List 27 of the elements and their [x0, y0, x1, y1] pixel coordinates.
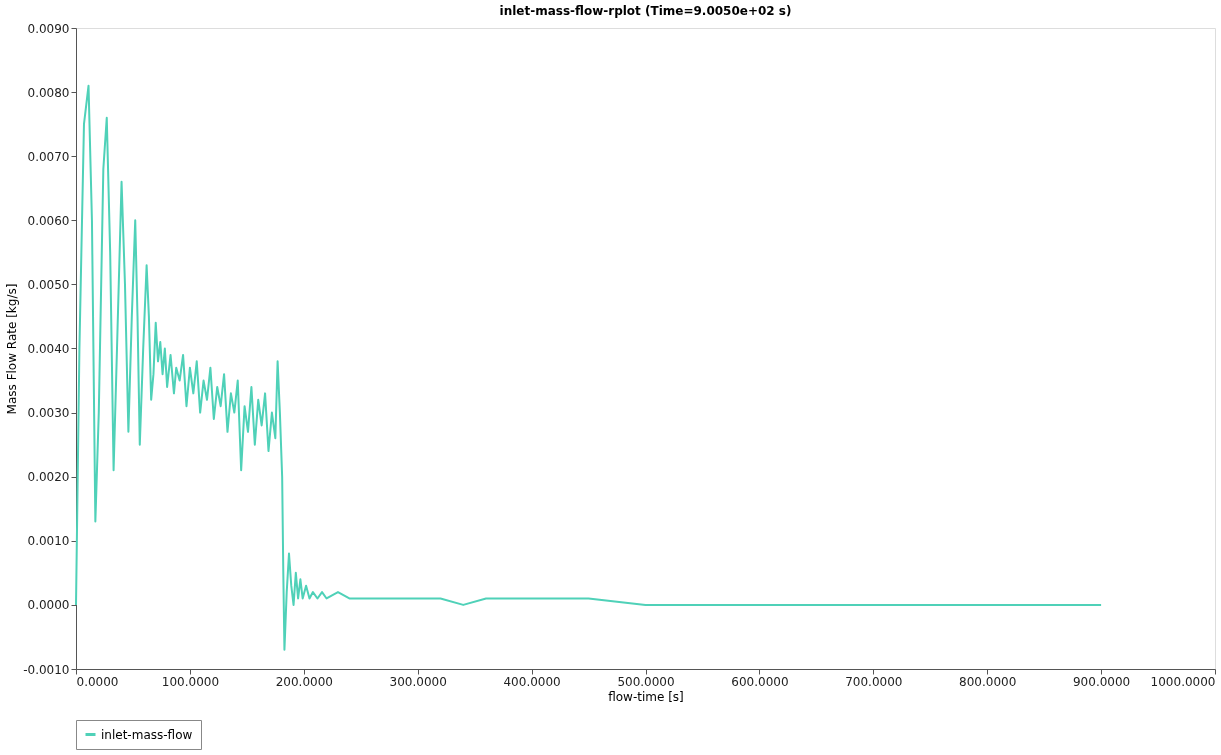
x-tick-label: 100.0000 — [161, 674, 220, 689]
x-tick-label: 0.0000 — [76, 674, 119, 689]
x-tick-label: 200.0000 — [275, 674, 333, 689]
x-tick-label: 1000.0000 — [1150, 674, 1216, 689]
y-tick-label: 0.0080 — [27, 85, 70, 100]
legend-label: inlet-mass-flow — [101, 727, 193, 742]
x-axis-title: flow-time [s] — [608, 689, 684, 704]
x-tick-label: 700.0000 — [845, 674, 903, 689]
y-tick-label: 0.0090 — [27, 21, 70, 36]
y-tick-label: 0.0030 — [27, 406, 70, 421]
y-tick-label: 0.0050 — [27, 277, 70, 292]
y-tick-label: 0.0060 — [27, 213, 70, 228]
y-tick-label: 0.0010 — [27, 534, 70, 549]
chart-title: inlet-mass-flow-rplot (Time=9.0050e+02 s) — [499, 4, 792, 18]
y-tick-label: 0.0000 — [27, 598, 70, 613]
line-series — [75, 84, 1103, 651]
x-tick-label: 600.0000 — [731, 674, 789, 689]
y-tick-label: 0.0040 — [27, 342, 70, 356]
y-tick-label: 0.0020 — [27, 470, 70, 485]
y-tick-label: 0.0070 — [27, 149, 70, 164]
x-tick-label: 900.0000 — [1072, 674, 1131, 689]
x-tick-label: 500.0000 — [617, 674, 675, 689]
x-tick-label: 300.0000 — [389, 674, 447, 689]
x-tick-label: 400.0000 — [503, 674, 561, 689]
x-tick-label: 800.0000 — [959, 674, 1017, 689]
y-tick-label: -0.0010 — [23, 662, 70, 677]
y-axis-title: Mass Flow Rate [kg/s] — [5, 283, 20, 415]
